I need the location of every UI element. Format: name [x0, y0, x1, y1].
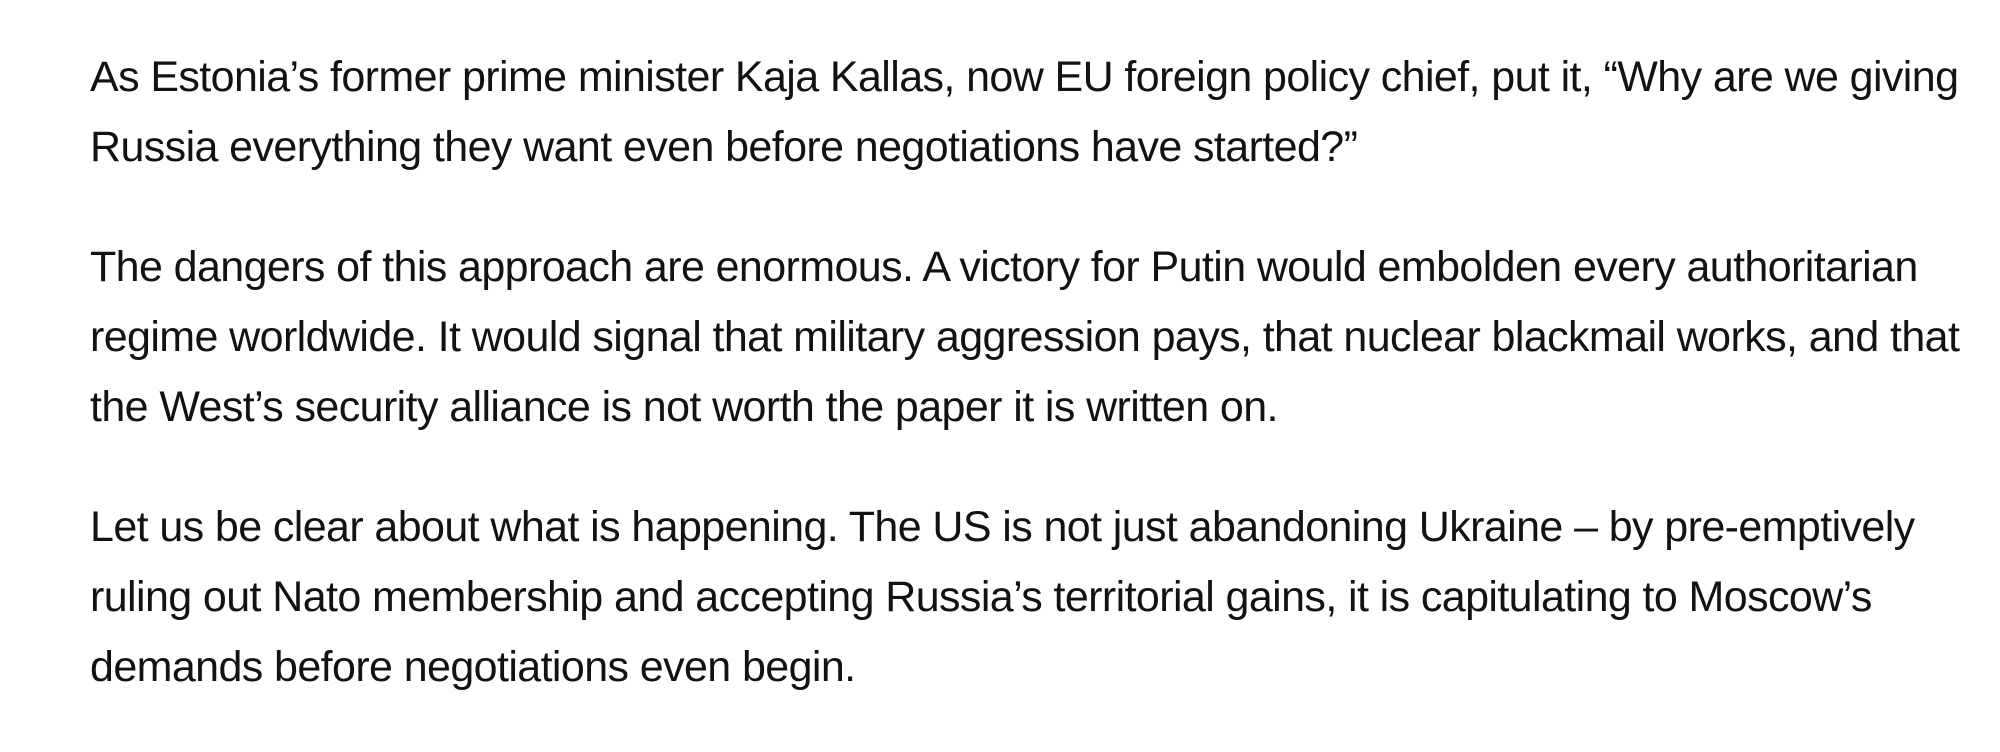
paragraph-line: Russia everything they want even before … [90, 123, 1358, 171]
paragraph-line: regime worldwide. It would signal that m… [90, 313, 1960, 361]
paragraph-line: ruling out Nato membership and accepting… [90, 573, 1872, 621]
article-body: As Estonia’s former prime minister Kaja … [90, 42, 1990, 752]
paragraph-line: Let us be clear about what is happening.… [90, 503, 1915, 551]
paragraph-dangers: The dangers of this approach are enormou… [90, 232, 1990, 442]
paragraph-line: the West’s security alliance is not wort… [90, 383, 1278, 431]
paragraph-kallas-quote: As Estonia’s former prime minister Kaja … [90, 42, 1990, 182]
paragraph-line: The dangers of this approach are enormou… [90, 243, 1918, 291]
paragraph-line: As Estonia’s former prime minister Kaja … [90, 53, 1959, 101]
paragraph-line: demands before negotiations even begin. [90, 643, 856, 691]
paragraph-capitulation: Let us be clear about what is happening.… [90, 492, 1990, 702]
